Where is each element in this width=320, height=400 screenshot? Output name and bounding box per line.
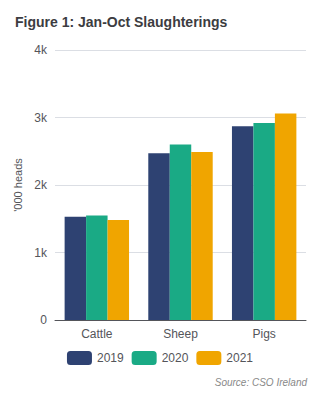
svg-text:0: 0 xyxy=(40,313,47,327)
svg-text:Source: CSO Ireland: Source: CSO Ireland xyxy=(215,377,308,388)
svg-text:4k: 4k xyxy=(34,43,48,57)
svg-text:2k: 2k xyxy=(34,178,48,192)
svg-text:Pigs: Pigs xyxy=(252,327,275,341)
svg-text:Sheep: Sheep xyxy=(163,327,198,341)
svg-text:Figure 1: Jan-Oct Slaughtering: Figure 1: Jan-Oct Slaughterings xyxy=(15,14,228,30)
svg-text:'000 heads: '000 heads xyxy=(12,158,24,212)
svg-text:2019: 2019 xyxy=(97,351,124,365)
svg-text:2021: 2021 xyxy=(226,351,253,365)
svg-text:3k: 3k xyxy=(34,111,48,125)
svg-text:1k: 1k xyxy=(34,246,48,260)
svg-text:Cattle: Cattle xyxy=(81,327,113,341)
svg-text:2020: 2020 xyxy=(162,351,189,365)
